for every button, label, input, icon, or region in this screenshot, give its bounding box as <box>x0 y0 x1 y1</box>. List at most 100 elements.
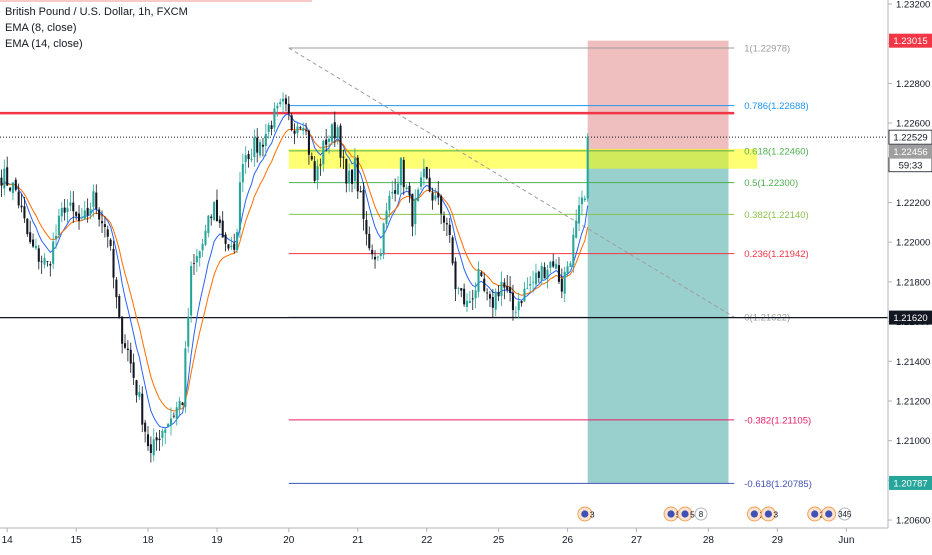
candle-body <box>405 187 408 189</box>
candle-body <box>425 166 428 179</box>
top-highlight-strip <box>0 0 312 2</box>
candle-body <box>49 264 52 266</box>
candle-body <box>236 232 239 251</box>
price-label-stop-text: 1.23015 <box>893 36 927 47</box>
candle-body <box>190 265 193 316</box>
price-tick-label: 1.21800 <box>896 277 930 288</box>
candle-body <box>256 137 259 153</box>
candle-body <box>267 125 270 133</box>
candle-body <box>52 241 55 264</box>
candle-body <box>310 156 313 160</box>
candle-body <box>563 271 566 294</box>
candle-body <box>365 220 368 235</box>
ema-fast-label[interactable]: EMA (8, close) <box>5 22 77 34</box>
candle-body <box>583 198 586 201</box>
candle-body <box>233 243 236 250</box>
price-tick-label: 1.21200 <box>896 396 930 407</box>
candle-body <box>500 281 503 296</box>
event-flag-core <box>811 510 819 518</box>
candle-body <box>259 142 262 156</box>
candle-body <box>29 232 32 243</box>
price-axis[interactable]: 1.232001.230001.228001.226001.224001.222… <box>887 0 932 550</box>
candle-body <box>503 282 506 288</box>
candle-body <box>555 263 558 269</box>
candle-body <box>77 213 81 221</box>
candle-body <box>6 167 9 186</box>
candle-body <box>198 251 201 259</box>
candle-body <box>161 430 164 438</box>
candle-body <box>135 380 138 396</box>
candle-body <box>532 281 535 283</box>
candle-body <box>557 265 560 282</box>
candle-body <box>514 311 517 313</box>
candle-body <box>221 220 224 238</box>
fib-label: 1(1.22978) <box>744 44 790 55</box>
candle-body <box>293 130 296 134</box>
candle-body <box>417 189 420 202</box>
candle-body <box>115 279 118 298</box>
candle-body <box>57 215 60 235</box>
candle-body <box>448 224 451 236</box>
chart-legend: British Pound / U.S. Dollar, 1h, FXCM EM… <box>5 4 188 52</box>
candle-body <box>80 217 83 219</box>
time-tick-label: 15 <box>71 535 83 546</box>
candle-body <box>474 290 477 299</box>
candle-body <box>307 130 310 155</box>
fib-label: 0.786(1.22688) <box>744 101 808 112</box>
candle-body <box>11 182 14 193</box>
event-flag-group[interactable]: 2345 <box>807 506 852 522</box>
price-tick-label: 1.22800 <box>896 79 930 90</box>
candle-body <box>270 125 273 129</box>
candle-body <box>319 164 322 166</box>
event-flag-core <box>764 510 772 518</box>
price-label-entry <box>889 144 932 159</box>
candle-body <box>491 297 494 308</box>
event-flag-group[interactable]: 558 <box>663 506 708 522</box>
candle-body <box>26 218 29 235</box>
candle-body <box>290 115 293 130</box>
event-count-label: 5 <box>690 510 695 520</box>
ema-slow-label[interactable]: EMA (14, close) <box>5 38 83 50</box>
candle-body <box>138 392 141 397</box>
event-extra-label: 8 <box>699 510 704 519</box>
candle-body <box>523 288 526 302</box>
candle-body <box>210 216 213 219</box>
event-badge <box>838 507 852 521</box>
candle-body <box>238 182 241 230</box>
candle-body <box>204 230 207 245</box>
candle-body <box>75 212 78 216</box>
candle-body <box>399 157 402 185</box>
price-axis-bg <box>888 0 932 550</box>
candle-body <box>296 126 299 133</box>
event-flag-group[interactable]: 3 <box>577 506 595 522</box>
price-label-stop <box>889 33 932 48</box>
event-flag-core <box>681 510 689 518</box>
candle-body <box>351 169 354 184</box>
event-flag-group[interactable]: 1443 <box>746 506 778 522</box>
candle-body <box>158 438 161 441</box>
candle-body <box>440 196 443 214</box>
candle-body <box>83 210 86 219</box>
candle-body <box>356 157 359 192</box>
candle-body <box>40 261 43 263</box>
candle-body <box>509 287 512 293</box>
economic-events-layer[interactable]: 3 558 1443 2345 <box>577 506 852 522</box>
candle-body <box>126 348 129 351</box>
fib-trend-line <box>288 47 735 318</box>
candle-body <box>34 245 37 249</box>
candle-body <box>457 288 460 289</box>
candle-body <box>201 244 204 251</box>
price-label-entry-text: 1.22456 <box>893 147 927 158</box>
price-tick-label: 1.20600 <box>896 516 930 527</box>
fibonacci-retracement[interactable]: 1(1.22978) 0.786(1.22688) 0.618(1.22460) 0.… <box>288 44 812 490</box>
candle-body <box>471 298 474 300</box>
horizontal-lines-layer[interactable] <box>0 111 888 319</box>
time-axis[interactable]: 14 15 18 19 20 21 22 25 26 27 28 29 Jun <box>0 527 888 546</box>
symbol-title[interactable]: British Pound / U.S. Dollar, 1h, FXCM <box>5 6 188 18</box>
price-tick-label: 1.21000 <box>896 436 930 447</box>
candle-body <box>187 316 190 347</box>
candle-body <box>207 215 210 234</box>
candle-body <box>287 103 290 114</box>
